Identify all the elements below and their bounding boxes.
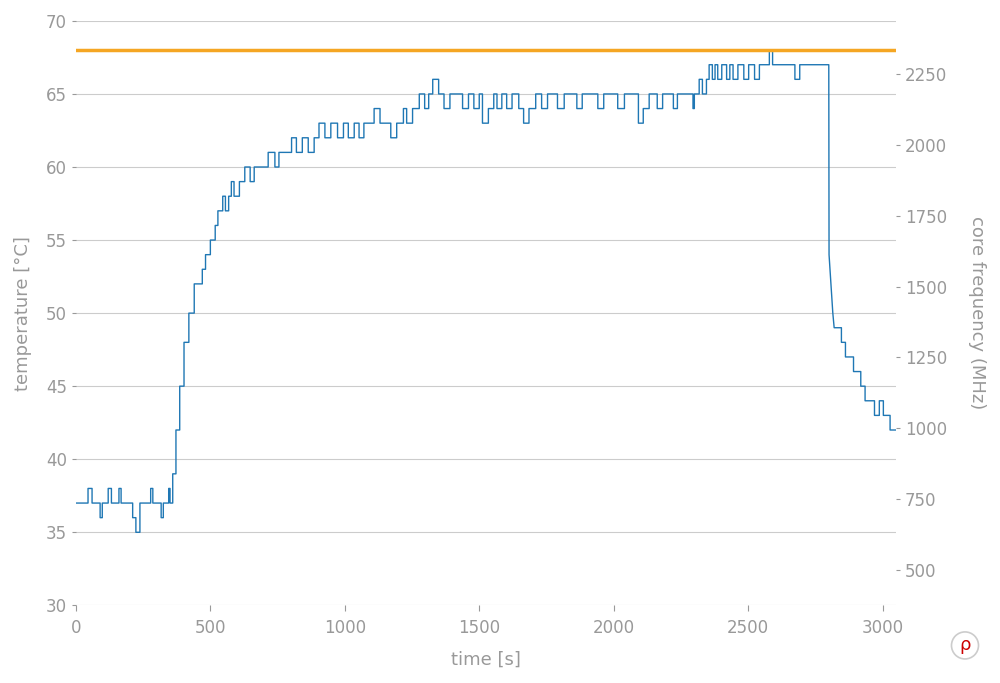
Y-axis label: core frequency (MHz): core frequency (MHz) bbox=[968, 217, 986, 410]
Text: ρ: ρ bbox=[959, 637, 971, 654]
Y-axis label: temperature [°C]: temperature [°C] bbox=[14, 236, 32, 391]
X-axis label: time [s]: time [s] bbox=[451, 651, 521, 669]
